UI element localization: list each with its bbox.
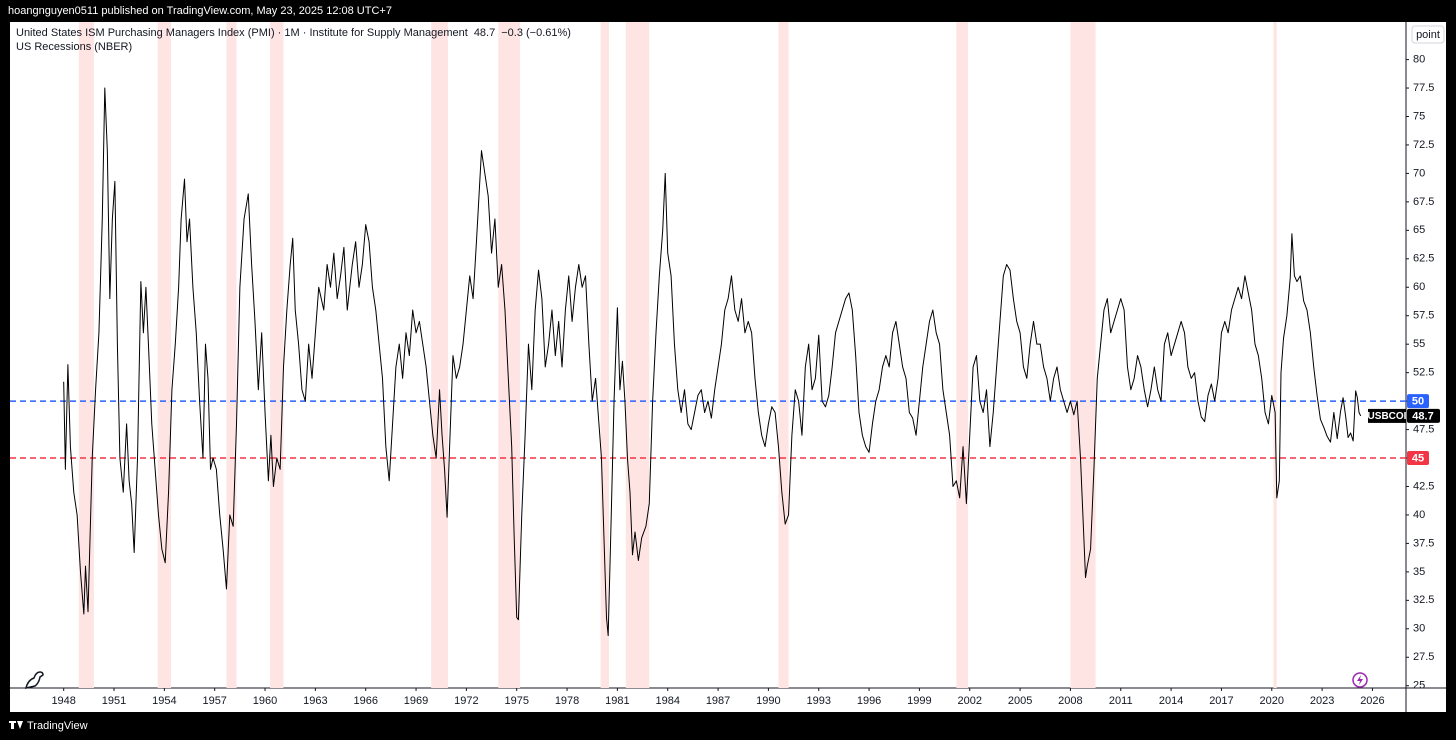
legend-series: United States ISM Purchasing Managers In… — [16, 27, 571, 39]
y-tick-label: 70 — [1413, 167, 1425, 179]
series-name: United States ISM Purchasing Managers In… — [16, 27, 468, 39]
time-axis — [10, 688, 1446, 712]
recession-band — [270, 22, 284, 688]
recession-band — [956, 22, 969, 688]
x-tick-label: 1957 — [202, 695, 226, 707]
y-tick-label: 37.5 — [1413, 537, 1434, 549]
y-tick-label: 42.5 — [1413, 480, 1434, 492]
x-tick-label: 2023 — [1310, 695, 1334, 707]
x-tick-label: 1990 — [756, 695, 780, 707]
recession-band — [431, 22, 448, 688]
x-tick-label: 1996 — [857, 695, 881, 707]
chart-pane — [10, 22, 1406, 688]
event-bolt — [1357, 675, 1363, 685]
x-tick-label: 2002 — [958, 695, 982, 707]
y-tick-label: 62.5 — [1413, 253, 1434, 265]
x-tick-label: 1948 — [51, 695, 75, 707]
x-tick-label: 2005 — [1008, 695, 1032, 707]
x-tick-label: 1978 — [555, 695, 579, 707]
x-tick-label: 1951 — [102, 695, 126, 707]
y-tick-label: 47.5 — [1413, 423, 1434, 435]
x-tick-label: 2026 — [1360, 695, 1384, 707]
x-tick-label: 1969 — [404, 695, 428, 707]
recession-band — [778, 22, 789, 688]
x-tick-label: 1966 — [353, 695, 377, 707]
price-axis — [1406, 22, 1446, 688]
reference-label: 45 — [1412, 452, 1424, 464]
y-tick-label: 65 — [1413, 224, 1425, 236]
y-tick-label: 67.5 — [1413, 196, 1434, 208]
recession-band — [600, 22, 610, 688]
x-tick-label: 2011 — [1109, 695, 1133, 707]
y-tick-label: 27.5 — [1413, 651, 1434, 663]
recession-band — [498, 22, 521, 688]
x-tick-label: 1999 — [907, 695, 931, 707]
y-tick-label: 32.5 — [1413, 594, 1434, 606]
y-tick-label: 30 — [1413, 623, 1425, 635]
y-tick-label: 77.5 — [1413, 82, 1434, 94]
brand-logo — [9, 721, 23, 729]
y-tick-label: 75 — [1413, 110, 1425, 122]
x-tick-label: 1963 — [303, 695, 327, 707]
series-line — [63, 87, 1362, 637]
x-tick-label: 2008 — [1058, 695, 1082, 707]
plot — [10, 22, 1406, 688]
price-badge — [1407, 408, 1440, 423]
x-tick-label: 1984 — [655, 695, 679, 707]
logo-icon — [24, 671, 44, 689]
y-tick-label: 40 — [1413, 509, 1425, 521]
x-tick-label: 1993 — [806, 695, 830, 707]
x-tick-label: 2017 — [1209, 695, 1233, 707]
x-tick-label: 1960 — [253, 695, 277, 707]
recession-band — [625, 22, 650, 688]
y-tick-label: 35 — [1413, 566, 1425, 578]
publisher: hoangnguyen0511 published on TradingView… — [8, 5, 392, 17]
reference-label: 50 — [1412, 396, 1424, 408]
reference-badge — [1407, 394, 1429, 409]
x-tick-label: 2020 — [1260, 695, 1284, 707]
brand: TradingView — [27, 720, 88, 732]
y-tick-label: 80 — [1413, 53, 1425, 65]
x-tick-label: 1987 — [706, 695, 730, 707]
unit-box — [1411, 25, 1445, 44]
recession-band — [226, 22, 237, 688]
y-tick-label: 55 — [1413, 338, 1425, 350]
y-tick-label: 60 — [1413, 281, 1425, 293]
symbol-badge — [1368, 408, 1406, 423]
price-label: 48.7 — [1412, 410, 1433, 422]
recession-band — [157, 22, 172, 688]
y-tick-label: 72.5 — [1413, 139, 1434, 151]
x-tick-label: 1954 — [152, 695, 176, 707]
y-tick-label: 57.5 — [1413, 310, 1434, 322]
x-tick-label: 1972 — [454, 695, 478, 707]
x-tick-label: 1981 — [605, 695, 629, 707]
x-tick-label: 1975 — [504, 695, 528, 707]
y-unit: point — [1416, 29, 1440, 41]
y-tick-label: 25 — [1413, 680, 1425, 692]
legend-recessions: US Recessions (NBER) — [16, 41, 132, 53]
reference-badge — [1407, 451, 1429, 466]
symbol-label: USBCOI — [1368, 411, 1407, 422]
y-tick-label: 52.5 — [1413, 367, 1434, 379]
recession-band — [1273, 22, 1277, 688]
x-tick-label: 2014 — [1159, 695, 1183, 707]
legend-value: 48.7 — [474, 27, 495, 39]
legend-change: −0.3 (−0.61%) — [501, 27, 571, 39]
recession-band — [1070, 22, 1096, 688]
